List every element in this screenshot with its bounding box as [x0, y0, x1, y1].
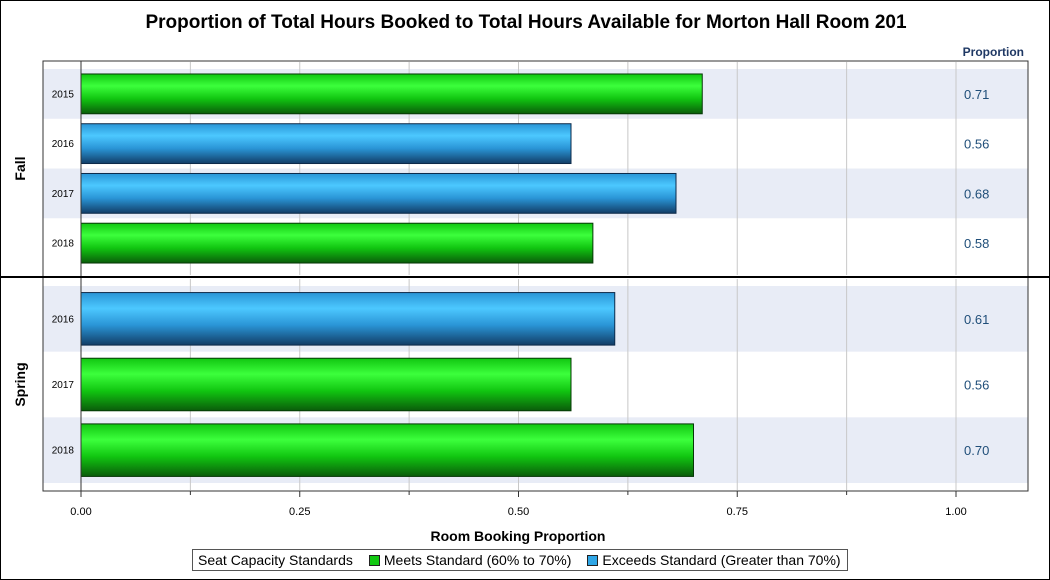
- y-tick-label: 2015: [52, 89, 75, 100]
- bar: [80, 73, 703, 115]
- x-axis-label: Room Booking Proportion: [431, 528, 606, 544]
- y-tick-label: 2018: [52, 446, 75, 457]
- value-label: 0.56: [964, 137, 989, 152]
- value-label: 0.68: [964, 186, 989, 201]
- y-tick-label: 2018: [52, 239, 75, 250]
- bar: [80, 292, 616, 346]
- bar: [80, 423, 694, 477]
- value-label: 0.70: [964, 443, 989, 458]
- legend-swatch-meets: [368, 554, 380, 566]
- legend-label-exceeds: Exceeds Standard (Greater than 70%): [602, 552, 841, 568]
- legend-swatch-exceeds: [587, 554, 599, 566]
- y-tick-label: 2016: [52, 314, 75, 325]
- value-column-header: Proportion: [963, 45, 1024, 59]
- y-tick-label: 2017: [52, 189, 75, 200]
- x-tick-label: 0.25: [289, 506, 310, 518]
- y-tick-label: 2017: [52, 380, 75, 391]
- bar: [80, 357, 572, 412]
- chart-title: Proportion of Total Hours Booked to Tota…: [145, 12, 907, 33]
- bar: [80, 172, 677, 214]
- x-tick-label: 0.50: [508, 506, 529, 518]
- bar: [80, 123, 572, 165]
- group-label: Fall: [12, 156, 28, 180]
- value-label: 0.58: [964, 236, 989, 251]
- x-tick-label: 1.00: [945, 506, 966, 518]
- value-label: 0.61: [964, 312, 989, 327]
- legend-label-meets: Meets Standard (60% to 70%): [383, 552, 572, 568]
- chart-legend: Seat Capacity Standards Meets Standard (…: [192, 549, 848, 571]
- value-label: 0.71: [964, 87, 989, 102]
- x-tick-label: 0.75: [727, 506, 748, 518]
- bar: [80, 222, 594, 264]
- legend-title: Seat Capacity Standards: [198, 552, 353, 568]
- y-tick-label: 2016: [52, 139, 75, 150]
- value-label: 0.56: [964, 378, 989, 393]
- x-tick-label: 0.00: [70, 506, 91, 518]
- group-label: Spring: [12, 362, 28, 406]
